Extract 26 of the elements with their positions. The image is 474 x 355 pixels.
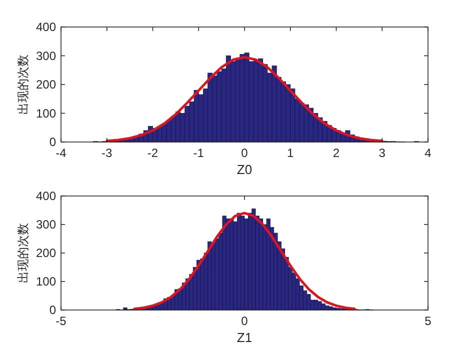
- x-tick-label: -5: [56, 314, 67, 328]
- y-tick-label: 400: [36, 189, 56, 203]
- y-tick-label: 100: [36, 274, 56, 288]
- x-tick-label: 0: [241, 314, 248, 328]
- x-tick-label: 5: [424, 314, 432, 328]
- x-tick-label: -4: [56, 146, 67, 160]
- x-tick-label: -3: [102, 146, 113, 160]
- x-axis-title: Z1: [236, 330, 252, 345]
- y-tick-label: 100: [36, 106, 56, 120]
- x-tick-label: -1: [193, 146, 204, 160]
- y-tick-label: 200: [36, 78, 56, 92]
- y-axis-title: 出现的次数: [16, 54, 30, 114]
- x-tick-label: -2: [147, 146, 158, 160]
- y-tick-label: 300: [36, 218, 56, 232]
- y-tick-label: 300: [36, 48, 56, 63]
- x-tick-label: 3: [378, 146, 386, 160]
- x-axis-title: Z0: [236, 162, 252, 177]
- x-tick-label: 0: [241, 146, 248, 160]
- x-tick-label: 2: [332, 146, 340, 160]
- y-tick-label: 400: [36, 20, 56, 34]
- y-axis-title: 出现的次数: [16, 223, 30, 283]
- y-tick-label: 200: [36, 246, 56, 260]
- x-tick-label: 4: [424, 146, 432, 160]
- x-tick-label: 1: [287, 146, 294, 160]
- y-tick-label: 0: [49, 135, 56, 149]
- y-tick-label: 0: [49, 303, 56, 317]
